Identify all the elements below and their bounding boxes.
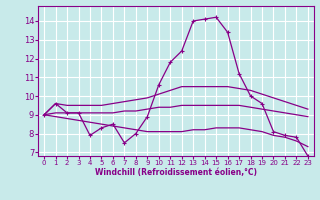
X-axis label: Windchill (Refroidissement éolien,°C): Windchill (Refroidissement éolien,°C): [95, 168, 257, 177]
